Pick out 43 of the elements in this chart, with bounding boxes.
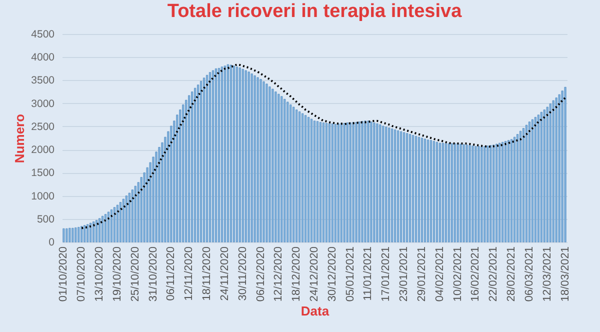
x-tick-label: 12/03/2021 xyxy=(541,246,554,302)
x-tick-label: 04/02/2021 xyxy=(434,246,446,302)
x-tick-label: 17/01/2021 xyxy=(380,246,392,302)
x-tick-label: 28/02/2021 xyxy=(506,246,518,302)
x-tick-label: 18/12/2020 xyxy=(290,246,303,302)
x-axis-title: Data xyxy=(300,304,330,319)
y-tick-label: 3000 xyxy=(31,98,55,110)
x-tick-label: 30/12/2020 xyxy=(326,246,338,302)
y-tick-label: 4000 xyxy=(31,52,55,64)
y-axis-title: Numero xyxy=(12,114,28,164)
x-tick-label: 25/10/2020 xyxy=(129,246,142,302)
x-tick-label: 06/11/2020 xyxy=(165,246,178,301)
x-tick-label: 16/02/2021 xyxy=(470,246,482,302)
x-tick-label: 10/02/2021 xyxy=(452,246,464,302)
line-series xyxy=(80,64,566,230)
chart-title: Totale ricoveri in terapia intesiva xyxy=(167,1,462,22)
x-tick-label: 31/10/2020 xyxy=(147,246,160,302)
x-tick-label: 13/10/2020 xyxy=(94,246,106,302)
x-tick-label: 19/10/2020 xyxy=(111,246,124,302)
y-tick-label: 2500 xyxy=(31,120,55,133)
y-tick-label: 4500 xyxy=(31,28,55,40)
x-tick-label: 12/11/2020 xyxy=(183,246,196,301)
x-tick-label: 22/02/2021 xyxy=(488,246,500,302)
x-tick-label: 30/11/2020 xyxy=(236,246,249,301)
x-tick-label: 23/01/2021 xyxy=(398,246,410,302)
x-tick-label: 29/01/2021 xyxy=(416,246,428,302)
x-tick-label: 01/10/2020 xyxy=(58,246,70,302)
y-tick-label: 500 xyxy=(36,213,55,226)
y-tick-label: 3500 xyxy=(31,74,55,87)
x-tick-label: 18/03/2021 xyxy=(559,246,572,302)
y-tick-label: 2000 xyxy=(31,144,55,156)
x-tick-label: 06/03/2021 xyxy=(523,246,536,302)
x-tick-label: 24/11/2020 xyxy=(218,246,231,301)
x-tick-label: 18/11/2020 xyxy=(201,246,214,301)
x-tick-label: 11/01/2021 xyxy=(362,246,374,301)
y-tick-label: 1000 xyxy=(31,190,55,202)
x-tick-label: 06/12/2020 xyxy=(254,246,267,302)
x-tick-label: 05/01/2021 xyxy=(344,246,356,302)
x-tick-label: 24/12/2020 xyxy=(308,246,320,302)
y-tick-label: 0 xyxy=(48,236,55,248)
x-tick-label: 12/12/2020 xyxy=(272,246,285,302)
x-tick-label: 07/10/2020 xyxy=(76,246,88,302)
y-tick-label: 1500 xyxy=(31,167,55,180)
